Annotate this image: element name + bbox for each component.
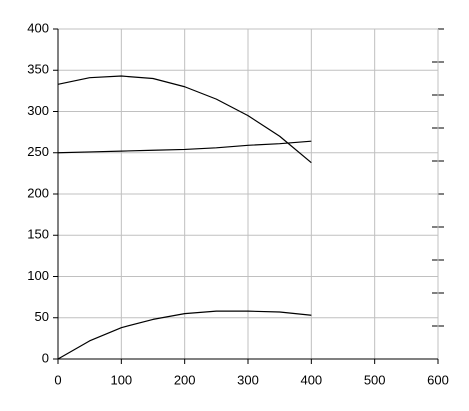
y-tick-label: 50 — [35, 309, 49, 324]
series-line — [57, 140, 312, 154]
y-tick-label: 0 — [42, 350, 49, 365]
series-line — [57, 75, 312, 164]
x-tick-label: 400 — [300, 372, 322, 387]
y-tick-label: 250 — [27, 144, 49, 159]
y-tick-label: 400 — [27, 20, 49, 35]
x-tick-label: 600 — [427, 372, 449, 387]
y-tick-label: 100 — [27, 268, 49, 283]
x-tick-label: 300 — [237, 372, 259, 387]
y-tick-label: 200 — [27, 185, 49, 200]
y-tick-label: 300 — [27, 103, 49, 118]
y-tick-label: 350 — [27, 62, 49, 77]
x-tick-label: 0 — [54, 372, 61, 387]
x-tick-label: 100 — [110, 372, 132, 387]
x-tick-label: 500 — [364, 372, 386, 387]
x-tick-label: 200 — [174, 372, 196, 387]
series-line — [57, 310, 312, 360]
y-tick-label: 150 — [27, 227, 49, 242]
